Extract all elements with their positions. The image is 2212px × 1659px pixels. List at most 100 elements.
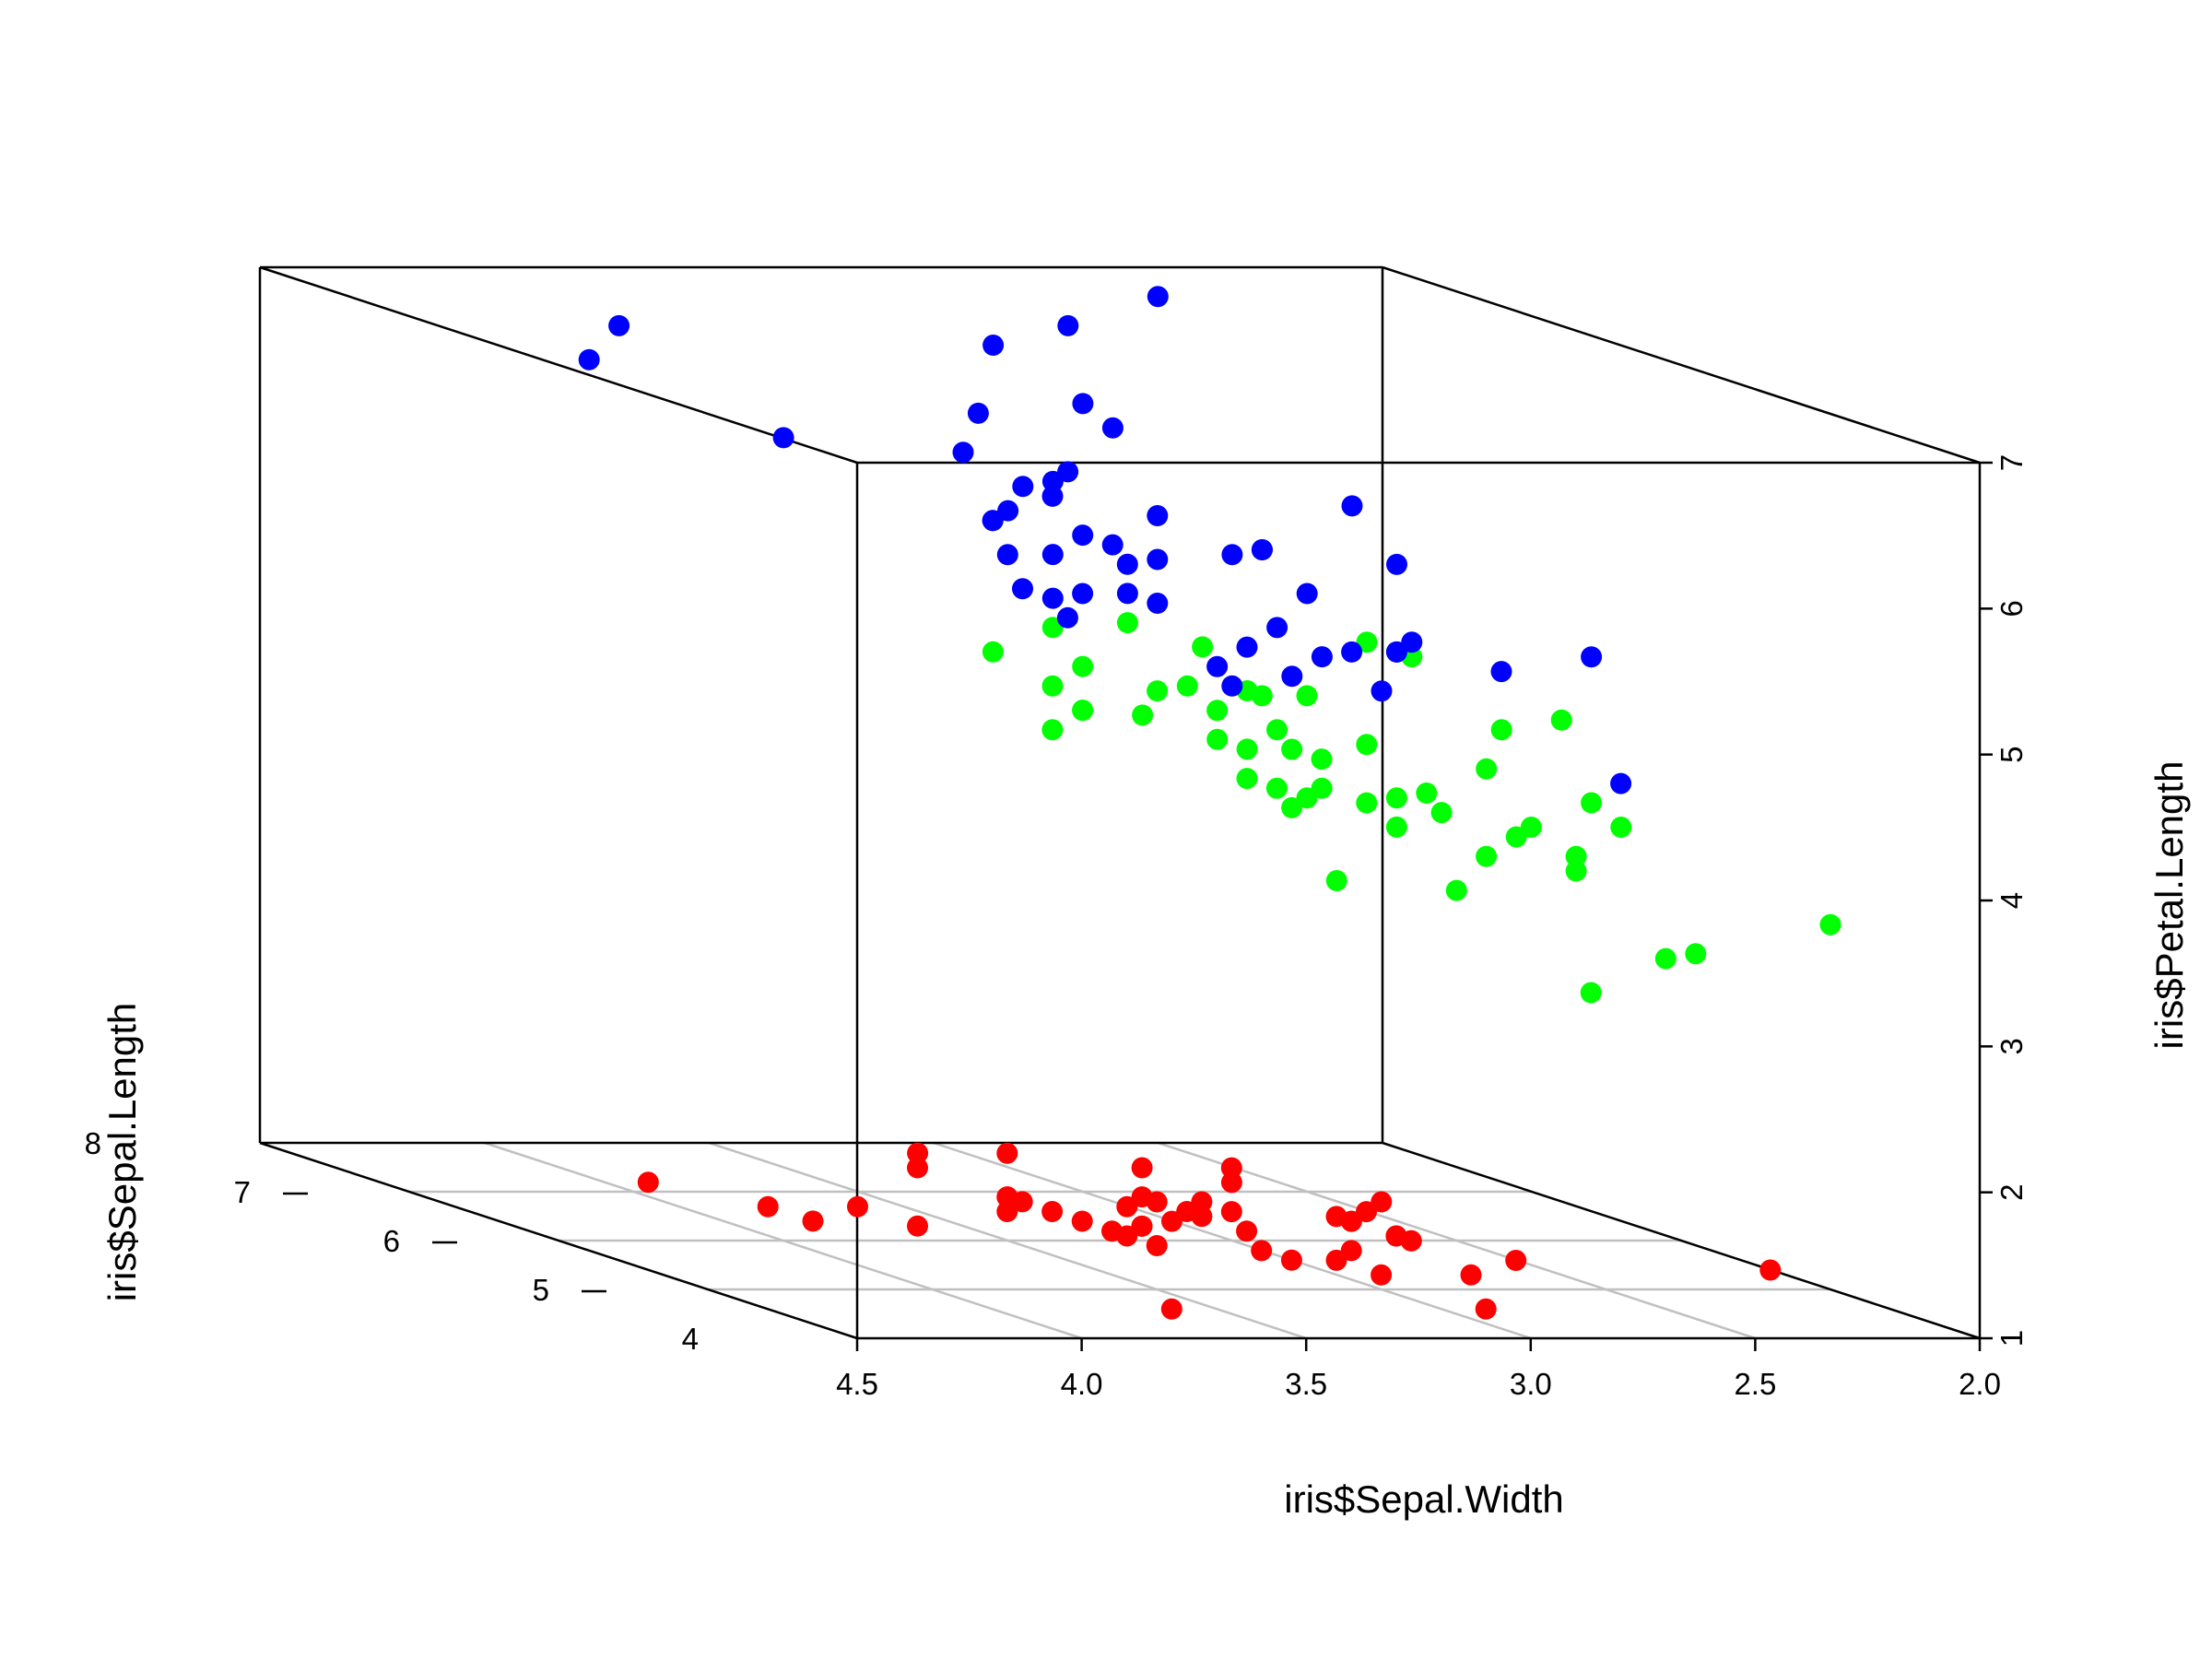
- data-point: [1251, 1240, 1273, 1262]
- data-point: [996, 1142, 1018, 1164]
- data-point: [1236, 768, 1258, 790]
- data-point: [1311, 748, 1333, 771]
- data-point: [1341, 641, 1363, 663]
- data-point: [1356, 734, 1378, 756]
- data-point: [1759, 1259, 1782, 1281]
- data-point: [1147, 548, 1169, 571]
- data-point: [907, 1157, 928, 1179]
- data-point: [1460, 1264, 1482, 1286]
- data-point: [1206, 700, 1229, 722]
- data-point: [1385, 1225, 1407, 1247]
- data-point: [1206, 728, 1229, 750]
- data-point: [1445, 879, 1467, 901]
- data-point: [1416, 782, 1438, 804]
- data-point: [1475, 1298, 1497, 1320]
- x-axis-title: iris$Sepal.Width: [1284, 1477, 1563, 1521]
- data-point: [1220, 1201, 1242, 1223]
- data-point: [1116, 1225, 1138, 1247]
- data-point: [608, 314, 630, 336]
- data-point: [1116, 553, 1138, 575]
- data-point: [1041, 1201, 1064, 1222]
- data-point: [1041, 544, 1064, 566]
- y-tick-label: 5: [533, 1273, 549, 1307]
- grid-line-x: [1158, 1141, 1756, 1340]
- x-tick-label: 2.5: [1734, 1367, 1776, 1401]
- data-point: [1296, 685, 1318, 707]
- data-point: [1325, 1206, 1347, 1228]
- data-point: [1116, 582, 1138, 605]
- data-point: [1012, 476, 1034, 498]
- z-tick-label: 6: [1994, 600, 2029, 617]
- data-point: [1311, 646, 1333, 668]
- data-point: [1685, 943, 1707, 965]
- data-point: [1490, 661, 1512, 683]
- y-tick-label: 6: [383, 1224, 400, 1258]
- y-axis-title: iris$Sepal.Length: [100, 1003, 144, 1302]
- data-point: [1147, 286, 1169, 308]
- data-point: [1147, 505, 1169, 526]
- data-point: [1251, 685, 1273, 707]
- data-point: [1281, 738, 1303, 760]
- box-edge: [1382, 1141, 1981, 1340]
- data-point: [1041, 675, 1064, 697]
- data-point: [1281, 665, 1303, 688]
- data-point: [1505, 1250, 1527, 1271]
- data-point: [1385, 816, 1407, 838]
- data-point: [967, 402, 989, 424]
- data-point: [802, 1210, 824, 1232]
- data-point: [1131, 1157, 1153, 1179]
- data-point: [1610, 817, 1632, 838]
- data-point: [1520, 817, 1542, 838]
- data-point: [1340, 1240, 1362, 1262]
- data-point: [1116, 612, 1138, 634]
- data-point: [1072, 524, 1094, 547]
- x-tick-label: 3.0: [1510, 1367, 1552, 1401]
- data-point: [1160, 1298, 1182, 1320]
- data-point: [578, 348, 600, 371]
- data-point: [1401, 631, 1423, 653]
- data-point: [997, 500, 1019, 522]
- data-point: [982, 641, 1004, 663]
- data-point: [1356, 1201, 1377, 1223]
- box-edge: [259, 1141, 858, 1340]
- data-point: [1161, 1210, 1182, 1232]
- data-point: [1371, 680, 1393, 702]
- data-point: [1072, 393, 1094, 415]
- data-point: [1071, 1210, 1093, 1232]
- data-point: [1220, 1157, 1242, 1179]
- box-edge: [1382, 265, 1981, 465]
- data-point: [1191, 1191, 1213, 1213]
- data-point: [1819, 913, 1841, 935]
- data-point: [1147, 680, 1169, 702]
- z-tick-label: 2: [1994, 1183, 2029, 1200]
- data-point: [1654, 947, 1677, 970]
- data-point: [1056, 606, 1078, 629]
- data-point: [907, 1142, 929, 1164]
- data-point: [1371, 1191, 1393, 1213]
- y-tick-label: 7: [234, 1175, 251, 1209]
- data-point: [996, 1186, 1018, 1208]
- data-point: [1192, 636, 1214, 658]
- data-point: [1476, 758, 1498, 780]
- data-point: [1057, 314, 1079, 336]
- data-point: [1266, 719, 1288, 741]
- y-tick-label: 4: [682, 1322, 699, 1356]
- z-tick-label: 4: [1994, 892, 2029, 909]
- data-point: [1386, 553, 1407, 575]
- grid-layer: [409, 1141, 1830, 1340]
- grid-line-x: [484, 1141, 1082, 1340]
- data-point: [1385, 787, 1407, 809]
- data-point: [1041, 719, 1064, 741]
- x-tick-label: 3.5: [1285, 1367, 1327, 1401]
- data-point: [907, 1215, 928, 1237]
- data-point: [1101, 417, 1124, 439]
- data-point: [1325, 870, 1347, 891]
- data-point: [1236, 1220, 1258, 1242]
- data-point: [1236, 636, 1258, 658]
- data-point: [1116, 1195, 1138, 1218]
- data-point: [1311, 777, 1333, 799]
- data-point: [952, 441, 974, 464]
- tick-marks: [283, 461, 1993, 1351]
- data-point: [1281, 796, 1303, 818]
- data-point: [1265, 777, 1288, 799]
